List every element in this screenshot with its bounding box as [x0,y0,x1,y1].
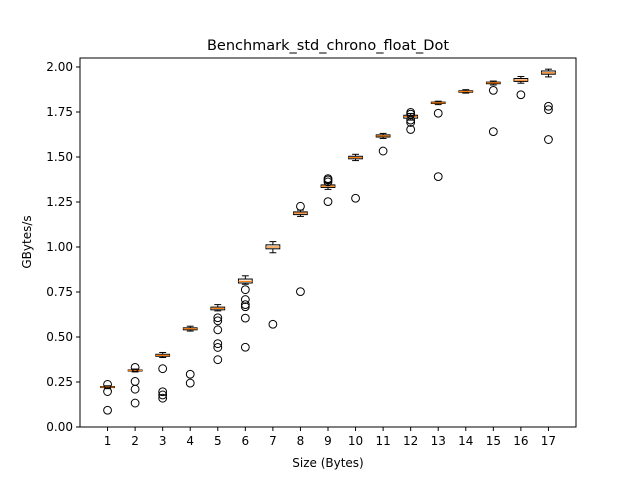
x-tick-label: 3 [159,434,167,448]
box-group [100,379,115,415]
outlier-point [213,343,223,352]
outlier-point [544,101,553,111]
x-tick-label: 8 [297,434,305,448]
box-group [127,363,143,408]
outlier-point [103,379,112,389]
box-group [210,304,226,365]
box-group [430,100,446,182]
outlier-point [351,193,360,203]
x-tick-label: 15 [486,434,501,448]
outlier-point [296,201,305,211]
y-tick-label: 0.25 [46,375,73,389]
chart-title: Benchmark_std_chrono_float_Dot [207,38,449,54]
y-axis-label: GBytes/s [20,215,34,268]
y-tick-label: 0.75 [46,285,73,299]
x-axis-label: Size (Bytes) [292,456,363,470]
outlier-point [130,377,140,386]
y-tick-label: 0.50 [46,330,73,344]
y-tick-label: 1.25 [46,195,73,209]
x-tick-label: 13 [431,434,446,448]
outlier-point [240,285,250,295]
box-group [237,275,253,352]
outlier-point [323,174,333,184]
y-tick-label: 1.50 [46,150,73,164]
outlier-point [213,339,223,349]
outlier-point [516,90,526,100]
outlier-point [213,355,223,365]
outlier-point [488,86,498,95]
x-tick-label: 2 [131,434,139,448]
y-tick-label: 1.75 [46,105,73,119]
x-tick-label: 6 [242,434,250,448]
box-group [265,241,281,329]
box-group [485,80,501,137]
box-group [348,153,363,203]
y-tick-label: 0.00 [46,420,73,434]
x-tick-label: 9 [324,434,332,448]
outlier-point [213,325,223,335]
outlier-point [158,393,168,403]
outlier-point [544,105,553,115]
outlier-point [433,108,443,118]
x-tick-label: 16 [513,434,528,448]
outlier-point [240,295,250,304]
x-tick-label: 4 [186,434,194,448]
outlier-point [544,135,553,144]
x-axis: 1 2 3 4 5 6 7 8 9 10 11 12 13 14 15 16 17 [104,427,556,448]
outlier-point [185,378,195,388]
y-tick-label: 2.00 [46,60,73,74]
box-group [541,68,556,144]
x-tick-label: 14 [458,434,473,448]
box-group [320,174,336,207]
outlier-point [240,302,250,312]
box-group [182,325,198,388]
outlier-point [296,287,305,297]
outlier-point [323,197,333,207]
x-tick-label: 17 [541,434,556,448]
outlier-point [130,398,140,408]
outlier-point [158,387,168,397]
outlier-point [130,363,140,372]
x-tick-label: 5 [214,434,222,448]
outlier-point [158,390,168,400]
x-tick-label: 7 [269,434,277,448]
box-group [403,107,419,134]
outlier-point [158,364,168,374]
outlier-point [488,127,498,137]
outlier-point [103,387,112,396]
outlier-point [213,313,223,323]
outlier-point [240,313,250,323]
box-group [458,89,474,94]
outlier-point [213,316,223,326]
outlier-point [268,319,278,329]
outlier-point [240,342,250,352]
axes-frame [79,57,577,428]
y-tick-label: 1.00 [46,240,73,254]
box-group [293,201,308,297]
plot-area [100,68,556,415]
y-axis: 0.00 0.25 0.50 0.75 1.00 1.25 1.50 1.75 2.00 [46,60,80,434]
x-tick-label: 1 [104,434,112,448]
outlier-point [406,125,416,134]
outlier-point [433,172,443,182]
x-tick-label: 11 [375,434,390,448]
box-group [513,76,529,100]
outlier-point [240,300,250,310]
box-group [375,132,391,156]
outlier-point [406,107,416,117]
outlier-point [103,405,112,415]
outlier-point [185,369,195,379]
x-tick-label: 10 [348,434,363,448]
outlier-point [378,146,388,156]
x-tick-label: 12 [403,434,418,448]
box-group [155,351,171,403]
